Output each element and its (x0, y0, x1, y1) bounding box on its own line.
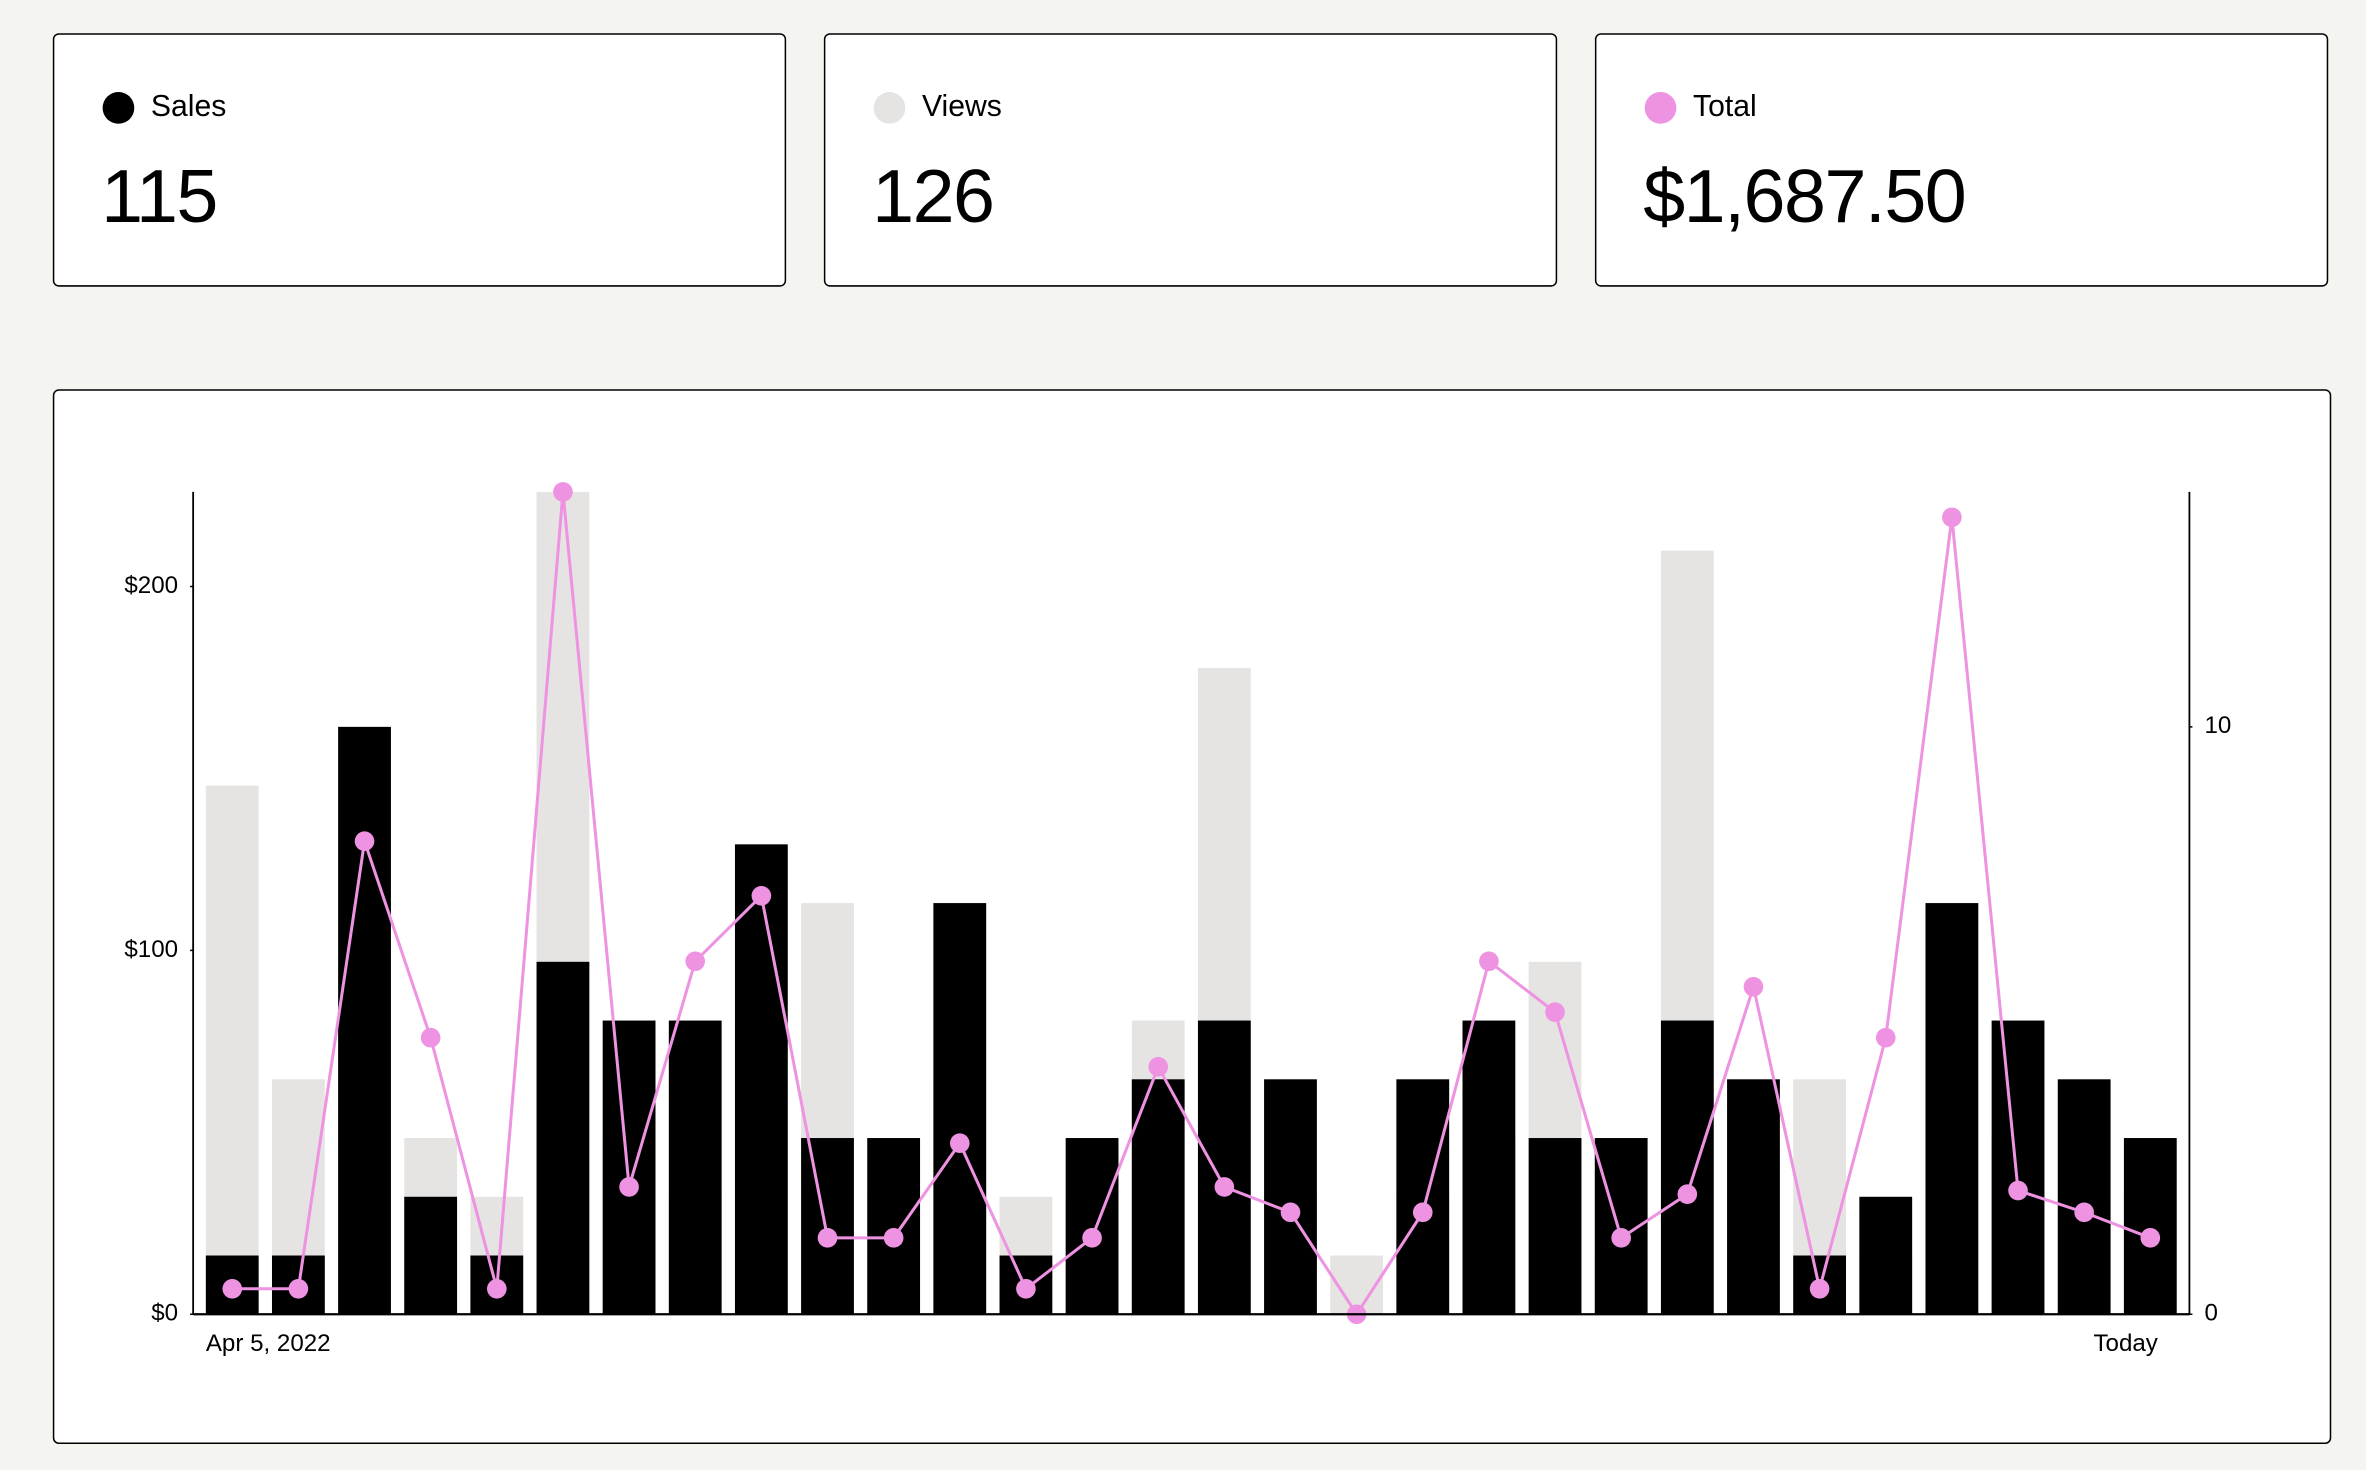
x-tick-label: Today (2093, 1330, 2158, 1357)
point (2140, 1228, 2161, 1248)
point (1280, 1202, 1301, 1223)
point (1545, 1002, 1565, 1023)
bar (1197, 1020, 1251, 1315)
bar (602, 1020, 656, 1315)
x-tick-label: Apr 5, 2022 (206, 1330, 331, 1357)
bar (1925, 903, 1979, 1315)
point (486, 1278, 507, 1299)
point (288, 1278, 309, 1299)
point (1875, 1027, 1896, 1048)
stat-value: 126 (872, 153, 995, 239)
point (1082, 1228, 1102, 1248)
line (232, 491, 2151, 1318)
bar (205, 785, 259, 1315)
point (2008, 1180, 2028, 1201)
bar (2057, 1079, 2111, 1315)
point (1809, 1278, 1830, 1299)
stat-card: Total $1,687.50 (1594, 33, 2329, 287)
bar (1264, 1079, 1317, 1315)
y-tick-label: $0 (151, 1300, 178, 1327)
bar (1131, 1079, 1185, 1315)
bar (404, 1196, 458, 1315)
bar (933, 903, 987, 1315)
point (619, 1177, 639, 1197)
bar (1065, 1138, 1119, 1315)
point (1942, 507, 1962, 528)
legend-dot (873, 92, 906, 124)
point (1479, 951, 1499, 972)
stat-label: Sales (150, 90, 227, 124)
bar (1660, 1020, 1714, 1315)
y-tick-label: $100 (124, 936, 178, 963)
point (354, 831, 375, 852)
stat-value: 115 (101, 153, 218, 239)
bar (338, 726, 391, 1315)
point (553, 482, 573, 502)
point (1677, 1184, 1698, 1204)
y2-tick-label: 10 (2205, 712, 2232, 739)
point (751, 885, 772, 906)
point (420, 1027, 441, 1048)
point (1743, 976, 1764, 997)
point (2074, 1202, 2094, 1223)
stat-label: Total (1692, 90, 1757, 124)
bar (1991, 1020, 2045, 1315)
legend-dot (102, 92, 135, 124)
stat-card: Views 126 (823, 33, 1558, 287)
bar (1396, 1079, 1450, 1315)
bar (1528, 1138, 1582, 1315)
bar (1727, 1079, 1780, 1315)
bar (2123, 1138, 2177, 1315)
bar (1859, 1196, 1913, 1315)
point (883, 1228, 904, 1248)
point (817, 1228, 838, 1248)
legend-dot (1644, 92, 1677, 124)
point (1016, 1278, 1036, 1299)
point (1148, 1057, 1169, 1077)
stat-card: Sales 115 (52, 33, 787, 287)
bar (668, 1020, 722, 1315)
point (1412, 1202, 1433, 1223)
stat-label: Views (921, 90, 1002, 124)
point (1611, 1228, 1631, 1248)
y2-tick-label: 0 (2205, 1300, 2218, 1327)
point (949, 1133, 970, 1154)
bar (734, 844, 788, 1315)
bar (1462, 1020, 1516, 1315)
bar (867, 1138, 921, 1315)
bar (801, 1138, 854, 1315)
bar (536, 961, 590, 1315)
stat-value: $1,687.50 (1643, 153, 1967, 239)
point (685, 951, 706, 972)
y-tick-label: $200 (124, 572, 178, 599)
point (1214, 1177, 1235, 1197)
point (222, 1278, 243, 1299)
